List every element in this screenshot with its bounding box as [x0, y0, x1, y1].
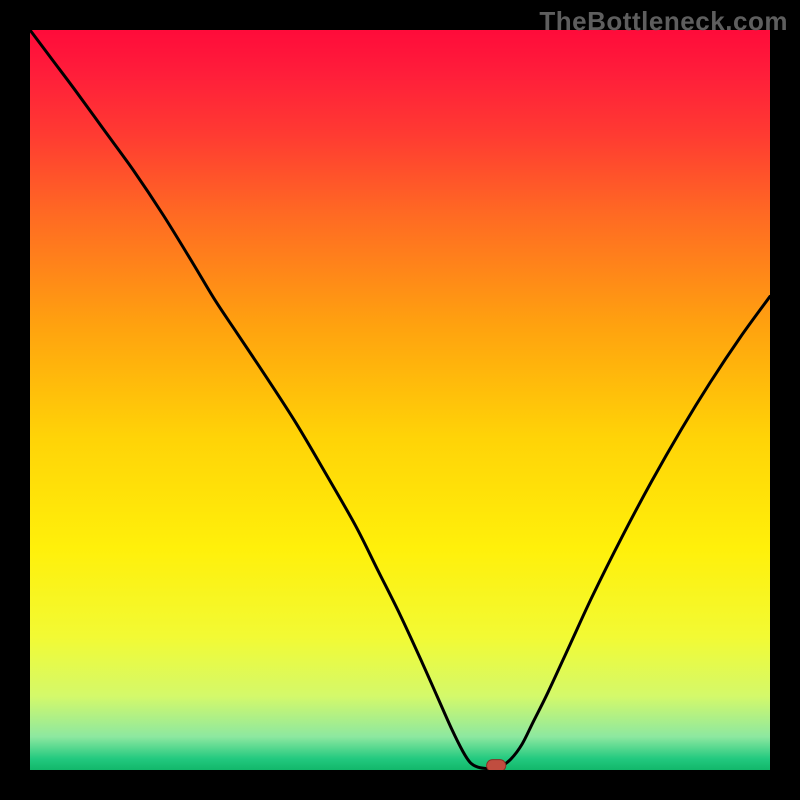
chart-background [30, 30, 770, 770]
watermark-text: TheBottleneck.com [539, 6, 788, 37]
optimal-point-marker [487, 760, 506, 770]
bottleneck-chart [30, 30, 770, 770]
